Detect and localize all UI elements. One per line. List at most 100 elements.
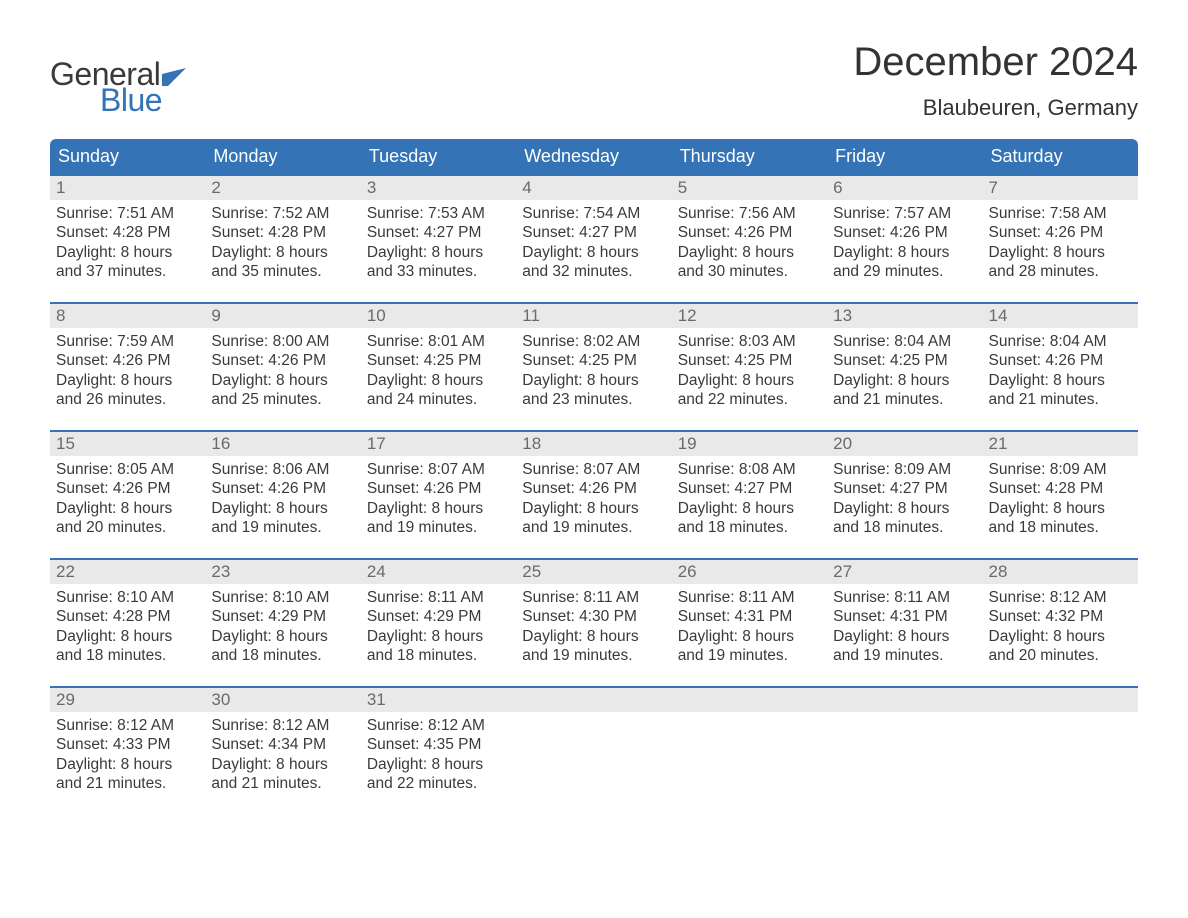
daylight-line1: Daylight: 8 hours [211,499,354,518]
day-number-strip: 13 [827,304,982,328]
sunrise-text: Sunrise: 8:04 AM [833,332,976,351]
sunset-text: Sunset: 4:25 PM [678,351,821,370]
sunrise-text: Sunrise: 8:12 AM [211,716,354,735]
sunset-text: Sunset: 4:34 PM [211,735,354,754]
day-number: 29 [56,690,75,709]
sunset-text: Sunset: 4:25 PM [367,351,510,370]
daylight-line2: and 21 minutes. [56,774,199,793]
day-body: Sunrise: 8:04 AMSunset: 4:26 PMDaylight:… [983,328,1138,428]
day-number-strip: 24 [361,560,516,584]
daylight-line2: and 30 minutes. [678,262,821,281]
day-number: 22 [56,562,75,581]
day-number: 4 [522,178,531,197]
sunset-text: Sunset: 4:33 PM [56,735,199,754]
daylight-line1: Daylight: 8 hours [522,499,665,518]
day-body: Sunrise: 8:09 AMSunset: 4:27 PMDaylight:… [827,456,982,556]
day-body: Sunrise: 7:57 AMSunset: 4:26 PMDaylight:… [827,200,982,300]
daylight-line1: Daylight: 8 hours [678,243,821,262]
daylight-line2: and 22 minutes. [367,774,510,793]
daylight-line2: and 18 minutes. [367,646,510,665]
day-body: Sunrise: 8:10 AMSunset: 4:29 PMDaylight:… [205,584,360,684]
daylight-line1: Daylight: 8 hours [522,243,665,262]
sunset-text: Sunset: 4:28 PM [989,479,1132,498]
day-number-strip: 28 [983,560,1138,584]
day-cell: 24Sunrise: 8:11 AMSunset: 4:29 PMDayligh… [361,560,516,686]
daylight-line1: Daylight: 8 hours [678,627,821,646]
day-cell: 1Sunrise: 7:51 AMSunset: 4:28 PMDaylight… [50,176,205,302]
day-number: 19 [678,434,697,453]
weekday-saturday: Saturday [983,139,1138,174]
weekday-sunday: Sunday [50,139,205,174]
sunrise-text: Sunrise: 7:59 AM [56,332,199,351]
day-number: 15 [56,434,75,453]
daylight-line2: and 21 minutes. [833,390,976,409]
daylight-line2: and 20 minutes. [989,646,1132,665]
day-number-strip: 8 [50,304,205,328]
daylight-line1: Daylight: 8 hours [211,755,354,774]
weekday-header-row: Sunday Monday Tuesday Wednesday Thursday… [50,139,1138,174]
day-cell [827,688,982,814]
week-row: 8Sunrise: 7:59 AMSunset: 4:26 PMDaylight… [50,302,1138,430]
day-cell: 19Sunrise: 8:08 AMSunset: 4:27 PMDayligh… [672,432,827,558]
daylight-line1: Daylight: 8 hours [522,371,665,390]
day-number: 30 [211,690,230,709]
sunrise-text: Sunrise: 8:10 AM [211,588,354,607]
day-cell: 27 Sunrise: 8:11 AMSunset: 4:31 PMDayligh… [827,560,982,686]
sunset-text: Sunset: 4:25 PM [522,351,665,370]
day-body: Sunrise: 8:04 AMSunset: 4:25 PMDaylight:… [827,328,982,428]
daylight-line2: and 37 minutes. [56,262,199,281]
sunrise-text: Sunrise: 8:09 AM [989,460,1132,479]
day-number-strip [516,688,671,712]
sunset-text: Sunset: 4:26 PM [678,223,821,242]
sunset-text: Sunset: 4:30 PM [522,607,665,626]
day-body: Sunrise: 7:59 AMSunset: 4:26 PMDaylight:… [50,328,205,428]
sunrise-text: Sunrise: 8:09 AM [833,460,976,479]
day-body: Sunrise: 8:00 AMSunset: 4:26 PMDaylight:… [205,328,360,428]
day-number-strip: 10 [361,304,516,328]
day-cell [516,688,671,814]
day-number-strip: 27 [827,560,982,584]
daylight-line2: and 26 minutes. [56,390,199,409]
daylight-line1: Daylight: 8 hours [989,627,1132,646]
day-body [827,712,982,792]
day-body: Sunrise: 8:07 AMSunset: 4:26 PMDaylight:… [361,456,516,556]
sunset-text: Sunset: 4:26 PM [367,479,510,498]
day-number: 13 [833,306,852,325]
daylight-line2: and 18 minutes. [56,646,199,665]
sunrise-text: Sunrise: 8:11 AM [833,588,976,607]
day-cell: 23Sunrise: 8:10 AMSunset: 4:29 PMDayligh… [205,560,360,686]
day-cell: 17Sunrise: 8:07 AMSunset: 4:26 PMDayligh… [361,432,516,558]
daylight-line1: Daylight: 8 hours [989,371,1132,390]
daylight-line1: Daylight: 8 hours [367,627,510,646]
day-number-strip: 7 [983,176,1138,200]
sunrise-text: Sunrise: 7:53 AM [367,204,510,223]
day-body: Sunrise: 8:06 AMSunset: 4:26 PMDaylight:… [205,456,360,556]
day-number: 2 [211,178,220,197]
daylight-line1: Daylight: 8 hours [367,499,510,518]
sunrise-text: Sunrise: 8:08 AM [678,460,821,479]
day-body [672,712,827,792]
day-number-strip: 29 [50,688,205,712]
day-body: Sunrise: 8:11 AMSunset: 4:31 PMDaylight:… [827,584,982,684]
day-cell: 21Sunrise: 8:09 AMSunset: 4:28 PMDayligh… [983,432,1138,558]
sunrise-text: Sunrise: 7:58 AM [989,204,1132,223]
day-cell: 16Sunrise: 8:06 AMSunset: 4:26 PMDayligh… [205,432,360,558]
day-number: 27 [833,562,852,581]
weekday-monday: Monday [205,139,360,174]
day-number-strip: 25 [516,560,671,584]
weekday-friday: Friday [827,139,982,174]
day-number-strip: 22 [50,560,205,584]
sunrise-text: Sunrise: 8:03 AM [678,332,821,351]
sunrise-text: Sunrise: 7:51 AM [56,204,199,223]
daylight-line1: Daylight: 8 hours [833,371,976,390]
sunrise-text: Sunrise: 8:04 AM [989,332,1132,351]
sunrise-text: Sunrise: 7:54 AM [522,204,665,223]
day-cell: 25Sunrise: 8:11 AMSunset: 4:30 PMDayligh… [516,560,671,686]
day-body: Sunrise: 7:53 AMSunset: 4:27 PMDaylight:… [361,200,516,300]
day-body: Sunrise: 8:12 AMSunset: 4:33 PMDaylight:… [50,712,205,812]
weeks-container: 1 Sunrise: 7:51 AM Sunset: 4:28 PM Daylight… [50,174,1138,814]
day-number-strip: 21 [983,432,1138,456]
daylight-line1: Daylight: 8 hours [833,243,976,262]
day-number-strip: 1 [50,176,205,200]
day-number-strip: 23 [205,560,360,584]
